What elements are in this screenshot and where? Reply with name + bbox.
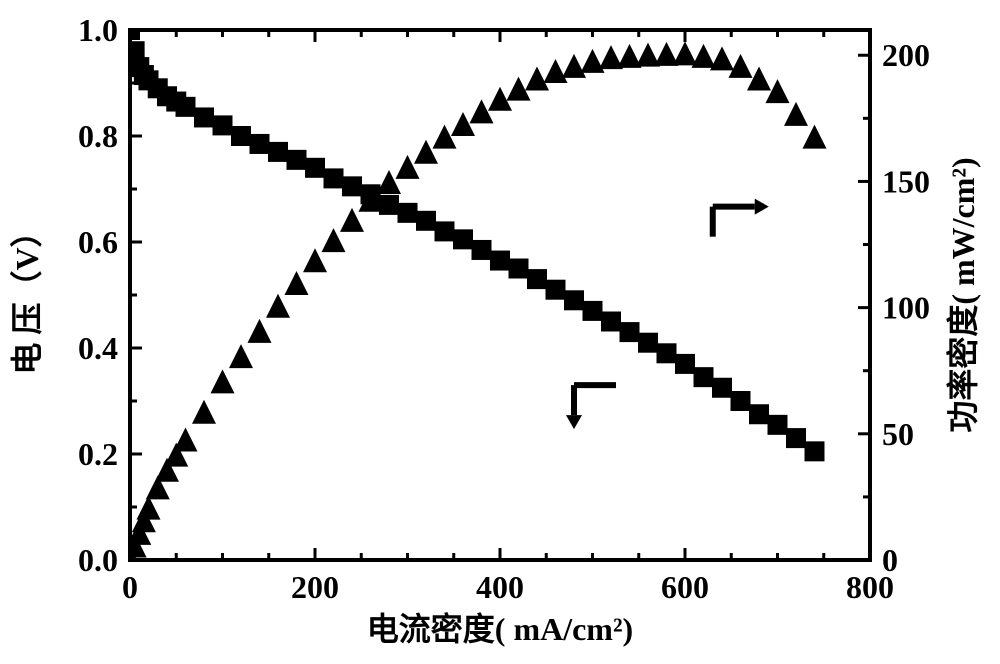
svg-text:0.4: 0.4	[78, 330, 118, 366]
svg-text:0: 0	[882, 542, 898, 578]
svg-text:200: 200	[291, 569, 339, 605]
svg-text:0.8: 0.8	[78, 118, 118, 154]
svg-text:0: 0	[122, 569, 138, 605]
svg-text:1.0: 1.0	[78, 12, 118, 48]
svg-text:功率密度( mW/cm²): 功率密度( mW/cm²)	[945, 157, 981, 432]
svg-text:0.0: 0.0	[78, 542, 118, 578]
svg-text:600: 600	[661, 569, 709, 605]
svg-text:0.6: 0.6	[78, 224, 118, 260]
svg-text:电流密度( mA/cm²): 电流密度( mA/cm²)	[367, 611, 633, 647]
svg-text:100: 100	[882, 290, 930, 326]
svg-text:0.2: 0.2	[78, 436, 118, 472]
svg-text:400: 400	[476, 569, 524, 605]
svg-text:200: 200	[882, 37, 930, 73]
svg-text:50: 50	[882, 416, 914, 452]
dual-axis-chart: 0200400600800电流密度( mA/cm²)0.00.20.40.60.…	[0, 0, 1000, 664]
svg-text:电 压（V）: 电 压（V）	[9, 215, 45, 374]
svg-text:150: 150	[882, 163, 930, 199]
